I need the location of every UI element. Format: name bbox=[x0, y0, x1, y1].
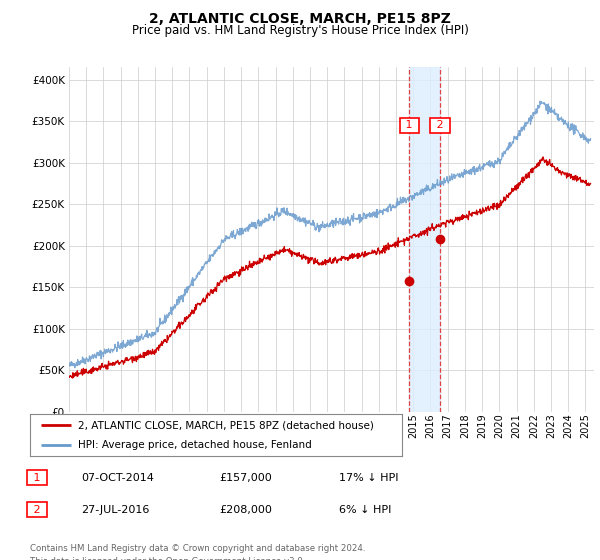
Text: £157,000: £157,000 bbox=[219, 473, 272, 483]
Text: Contains HM Land Registry data © Crown copyright and database right 2024.
This d: Contains HM Land Registry data © Crown c… bbox=[30, 544, 365, 560]
Text: Price paid vs. HM Land Registry's House Price Index (HPI): Price paid vs. HM Land Registry's House … bbox=[131, 24, 469, 36]
Text: 2, ATLANTIC CLOSE, MARCH, PE15 8PZ: 2, ATLANTIC CLOSE, MARCH, PE15 8PZ bbox=[149, 12, 451, 26]
Text: HPI: Average price, detached house, Fenland: HPI: Average price, detached house, Fenl… bbox=[79, 440, 312, 450]
Text: 27-JUL-2016: 27-JUL-2016 bbox=[81, 505, 149, 515]
Text: 2: 2 bbox=[433, 120, 448, 130]
Text: 07-OCT-2014: 07-OCT-2014 bbox=[81, 473, 154, 483]
Text: £208,000: £208,000 bbox=[219, 505, 272, 515]
Text: 1: 1 bbox=[30, 473, 44, 483]
Bar bbox=[409, 67, 440, 412]
Text: 2: 2 bbox=[30, 505, 44, 515]
Text: 17% ↓ HPI: 17% ↓ HPI bbox=[339, 473, 398, 483]
Text: 6% ↓ HPI: 6% ↓ HPI bbox=[339, 505, 391, 515]
Text: 2, ATLANTIC CLOSE, MARCH, PE15 8PZ (detached house): 2, ATLANTIC CLOSE, MARCH, PE15 8PZ (deta… bbox=[79, 421, 374, 430]
Text: 1: 1 bbox=[403, 120, 416, 130]
